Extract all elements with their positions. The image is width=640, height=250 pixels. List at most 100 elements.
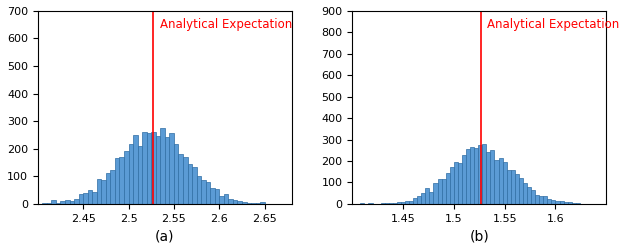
Bar [507, 170, 511, 204]
Bar [442, 179, 445, 204]
Bar [79, 194, 83, 204]
Bar [170, 133, 174, 204]
Bar [251, 203, 255, 204]
Bar [543, 196, 547, 204]
Bar [519, 178, 523, 204]
Bar [56, 203, 61, 204]
Bar [466, 149, 470, 204]
Bar [445, 173, 450, 204]
Text: Analytical Expectation: Analytical Expectation [161, 18, 292, 31]
Text: Analytical Expectation: Analytical Expectation [488, 18, 620, 31]
Bar [51, 200, 56, 204]
Bar [42, 203, 47, 204]
Bar [568, 202, 572, 204]
Bar [556, 201, 559, 204]
Bar [142, 132, 147, 204]
Bar [174, 144, 179, 204]
Bar [535, 195, 540, 204]
Bar [47, 203, 51, 204]
Bar [433, 183, 438, 204]
Bar [224, 194, 228, 204]
Bar [242, 202, 246, 204]
Bar [70, 201, 74, 204]
Bar [381, 203, 385, 204]
Bar [474, 148, 478, 204]
Bar [495, 160, 499, 204]
Bar [74, 198, 79, 204]
Bar [511, 170, 515, 204]
Bar [129, 144, 133, 204]
Bar [421, 194, 426, 204]
Bar [151, 132, 156, 204]
Bar [486, 152, 490, 204]
Bar [205, 182, 211, 204]
Bar [65, 200, 70, 204]
Bar [111, 170, 115, 204]
Bar [120, 158, 124, 204]
Bar [246, 203, 251, 204]
Bar [233, 200, 237, 204]
Bar [360, 203, 364, 204]
Bar [409, 200, 413, 204]
Bar [156, 136, 161, 204]
X-axis label: (b): (b) [469, 229, 489, 243]
Bar [388, 203, 393, 204]
Bar [429, 192, 433, 204]
Bar [61, 201, 65, 204]
Bar [192, 167, 196, 204]
Bar [92, 192, 97, 204]
Bar [438, 179, 442, 204]
Bar [215, 190, 220, 204]
Bar [540, 196, 543, 204]
Bar [405, 200, 409, 204]
Bar [147, 133, 151, 204]
Bar [124, 151, 129, 204]
Bar [88, 190, 92, 204]
Bar [572, 203, 576, 204]
Bar [499, 158, 502, 204]
Bar [523, 183, 527, 204]
Bar [188, 164, 192, 204]
Bar [576, 203, 580, 204]
Bar [260, 202, 265, 204]
Bar [101, 180, 106, 204]
Bar [515, 174, 519, 204]
Bar [426, 188, 429, 204]
Bar [255, 203, 260, 204]
Bar [228, 199, 233, 204]
Bar [559, 202, 564, 204]
Bar [179, 154, 183, 204]
Bar [97, 179, 101, 204]
Bar [115, 158, 120, 204]
Bar [106, 173, 111, 204]
Bar [161, 128, 165, 204]
Bar [547, 200, 552, 204]
Bar [478, 145, 483, 204]
Bar [450, 167, 454, 204]
Bar [397, 202, 401, 204]
Bar [393, 203, 397, 204]
Bar [183, 158, 188, 204]
Bar [83, 193, 88, 204]
Bar [527, 187, 531, 204]
X-axis label: (a): (a) [155, 229, 175, 243]
Bar [237, 201, 242, 204]
Bar [369, 203, 372, 204]
Bar [470, 147, 474, 204]
Bar [133, 135, 138, 204]
Bar [385, 203, 388, 204]
Bar [201, 180, 205, 204]
Bar [552, 200, 556, 204]
Bar [502, 162, 507, 204]
Bar [458, 163, 462, 204]
Bar [211, 188, 215, 204]
Bar [462, 155, 466, 204]
Bar [401, 202, 405, 204]
Bar [413, 198, 417, 204]
Bar [490, 150, 495, 204]
Bar [220, 196, 224, 204]
Bar [483, 144, 486, 204]
Bar [531, 190, 535, 204]
Bar [196, 176, 201, 204]
Bar [138, 146, 142, 204]
